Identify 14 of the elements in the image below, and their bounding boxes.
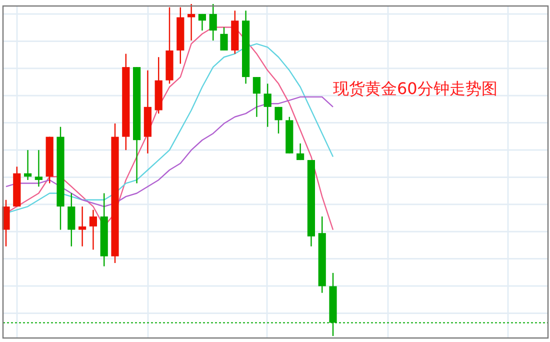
candlestick [264, 83, 272, 128]
candlestick [198, 13, 206, 32]
candlestick [220, 26, 228, 52]
candlestick [296, 142, 304, 161]
candlestick [274, 106, 282, 134]
candlestick [252, 76, 260, 118]
candlestick [89, 209, 97, 250]
candlestick [209, 3, 217, 42]
text: 现货黄金60分钟走势图 [333, 79, 498, 98]
candlestick [34, 149, 42, 188]
candlestick [2, 199, 10, 247]
candlestick [78, 206, 86, 247]
candlestick [68, 192, 76, 247]
candlestick [188, 3, 196, 42]
